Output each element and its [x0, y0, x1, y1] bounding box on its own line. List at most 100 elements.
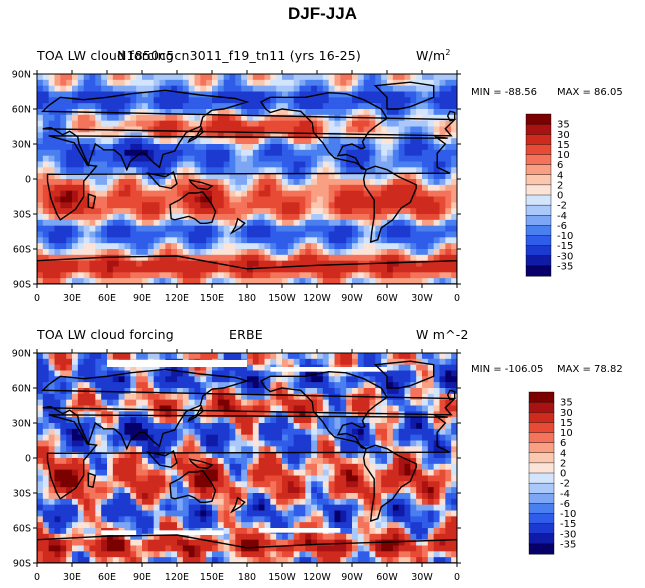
field-cell — [182, 469, 190, 476]
field-cell — [340, 452, 347, 459]
field-cell — [439, 504, 446, 511]
field-cell — [445, 103, 452, 110]
field-cell — [136, 202, 143, 209]
field-cell — [317, 208, 324, 215]
field-cell — [317, 173, 324, 180]
field-cell — [188, 440, 195, 447]
field-cell — [229, 243, 236, 250]
field-cell — [258, 266, 265, 273]
field-cell — [357, 423, 365, 430]
field-cell — [299, 498, 306, 506]
field-cell — [322, 190, 330, 197]
field-cell — [451, 278, 457, 284]
field-cell — [398, 196, 405, 203]
field-cell — [398, 353, 405, 360]
field-cell — [229, 120, 236, 127]
field-cell — [200, 149, 207, 157]
field-cell — [177, 103, 184, 110]
field-cell — [95, 79, 102, 87]
field-cell — [404, 452, 411, 459]
field-cell — [136, 417, 143, 424]
field-cell — [352, 126, 359, 133]
field-cell — [89, 97, 96, 104]
field-cell — [369, 85, 376, 92]
field-cell — [363, 225, 370, 232]
field-cell — [60, 504, 67, 511]
field-cell — [282, 79, 289, 87]
field-cell — [311, 184, 318, 192]
field-cell — [107, 504, 114, 511]
field-cell — [433, 243, 440, 250]
field-cell — [363, 155, 370, 162]
field-cell — [252, 114, 260, 122]
field-cell — [287, 243, 295, 250]
field-cell — [112, 219, 120, 227]
field-cell — [101, 434, 108, 441]
field-cell — [293, 399, 300, 406]
field-cell — [264, 237, 271, 244]
field-cell — [433, 353, 440, 360]
field-cell — [328, 97, 335, 104]
field-cell — [387, 504, 394, 511]
field-cell — [322, 231, 330, 238]
field-cell — [270, 463, 277, 471]
field-cell — [177, 428, 184, 436]
field-cell — [422, 243, 429, 250]
field-cell — [322, 510, 330, 517]
field-cell — [322, 405, 330, 412]
field-cell — [305, 469, 312, 476]
field-cell — [112, 463, 120, 471]
field-cell — [247, 85, 254, 92]
field-cell — [293, 254, 300, 262]
field-cell — [276, 184, 283, 192]
field-cell — [177, 173, 184, 180]
field-cell — [118, 237, 125, 244]
field-cell — [223, 225, 230, 232]
field-cell — [427, 376, 435, 383]
field-cell — [159, 149, 166, 157]
field-cell — [439, 358, 446, 366]
field-cell — [334, 237, 341, 244]
field-cell — [83, 149, 90, 157]
field-cell — [147, 91, 155, 98]
field-cell — [352, 109, 359, 116]
field-cell — [305, 266, 312, 273]
field-cell — [130, 452, 137, 459]
field-cell — [95, 452, 102, 459]
field-cell — [107, 74, 114, 81]
field-cell — [188, 516, 195, 523]
field-cell — [118, 353, 125, 360]
field-cell — [241, 353, 248, 360]
field-cell — [322, 446, 330, 453]
field-cell — [147, 458, 155, 465]
field-cell — [317, 225, 324, 232]
field-cell — [328, 231, 335, 238]
field-cell — [235, 91, 242, 98]
field-cell — [130, 260, 137, 267]
field-cell — [217, 405, 225, 412]
field-cell — [247, 167, 254, 174]
field-cell — [416, 173, 423, 180]
field-cell — [346, 173, 353, 180]
field-cell — [252, 85, 260, 92]
field-cell — [48, 225, 55, 232]
field-cell — [77, 272, 85, 279]
field-cell — [182, 138, 190, 145]
field-cell — [270, 126, 277, 133]
field-cell — [270, 91, 277, 98]
field-cell — [404, 498, 411, 506]
field-cell — [107, 423, 114, 430]
field-cell — [37, 405, 44, 412]
field-cell — [182, 353, 190, 360]
field-cell — [54, 237, 61, 244]
field-cell — [60, 190, 67, 197]
colorbar-swatch — [525, 134, 552, 145]
field-cell — [381, 516, 388, 523]
field-cell — [264, 458, 271, 465]
field-cell — [223, 463, 230, 471]
field-cell — [293, 243, 300, 250]
field-cell — [182, 272, 190, 279]
field-cell — [427, 184, 435, 192]
field-cell — [322, 202, 330, 209]
field-cell — [381, 237, 388, 244]
